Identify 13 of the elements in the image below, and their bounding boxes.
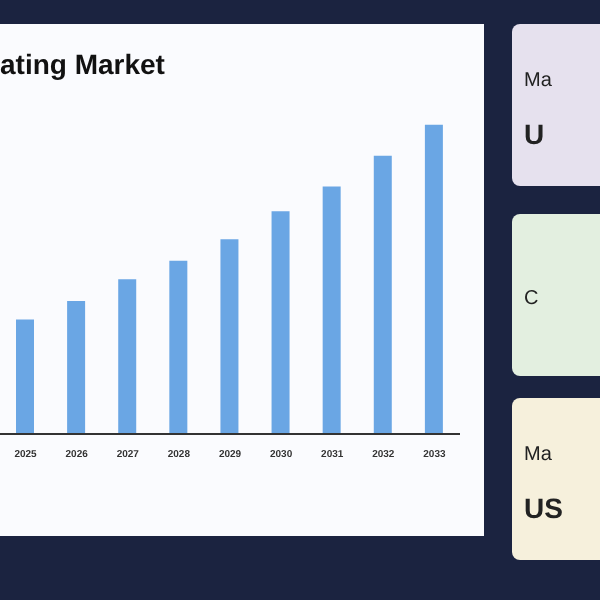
bar xyxy=(271,211,290,434)
chart-title: ating Market xyxy=(0,48,165,80)
bar xyxy=(16,319,34,434)
bar xyxy=(373,155,392,434)
bar xyxy=(67,301,86,434)
info-card: Ma US xyxy=(512,398,600,560)
bar xyxy=(220,239,239,434)
bar xyxy=(322,186,341,434)
info-card: C xyxy=(512,214,600,376)
bar xyxy=(169,260,188,434)
bar xyxy=(424,124,443,434)
bar xyxy=(118,279,137,434)
info-card: Ma U xyxy=(512,24,600,186)
